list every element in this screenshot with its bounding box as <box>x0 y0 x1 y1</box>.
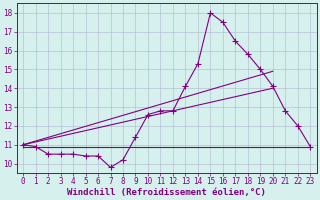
X-axis label: Windchill (Refroidissement éolien,°C): Windchill (Refroidissement éolien,°C) <box>67 188 266 197</box>
